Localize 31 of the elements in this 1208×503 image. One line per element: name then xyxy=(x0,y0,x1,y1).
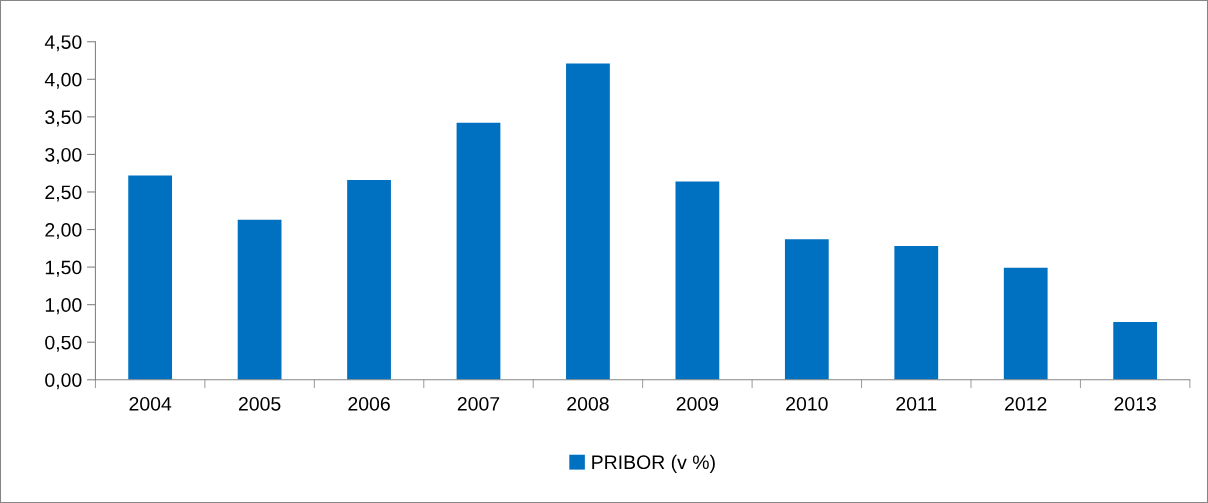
x-tick-label: 2006 xyxy=(348,396,390,411)
bar xyxy=(894,246,939,380)
x-tick-label: 2007 xyxy=(457,396,500,411)
y-tick-label: 1,50 xyxy=(45,260,82,277)
x-tick-label: 2005 xyxy=(238,396,281,411)
bar xyxy=(566,63,610,380)
x-tick-label: 2004 xyxy=(129,396,172,411)
y-tick-label: 1,00 xyxy=(45,298,82,315)
legend-label: PRIBOR (v %) xyxy=(592,454,715,473)
y-tick-label: 0,00 xyxy=(45,373,82,390)
bar xyxy=(1113,321,1158,380)
bar xyxy=(237,219,282,380)
bar xyxy=(456,122,501,380)
x-tick-label: 2012 xyxy=(1005,396,1047,411)
y-tick-label: 3,50 xyxy=(45,110,82,127)
x-tick-label: 2009 xyxy=(676,396,719,411)
x-tick-label: 2008 xyxy=(567,396,609,411)
bar xyxy=(347,179,391,380)
y-tick-label: 0,50 xyxy=(45,335,82,352)
y-tick-label: 3,00 xyxy=(45,147,82,164)
y-tick-label: 4,50 xyxy=(44,35,82,52)
bar xyxy=(1003,267,1048,380)
x-tick-label: 2010 xyxy=(786,396,828,411)
bar xyxy=(128,175,173,380)
bar xyxy=(675,181,720,380)
y-tick-label: 2,00 xyxy=(45,223,82,240)
y-tick-label: 4,00 xyxy=(44,72,82,89)
bar xyxy=(784,239,829,380)
x-tick-label: 2011 xyxy=(896,396,937,411)
y-tick-label: 2,50 xyxy=(45,185,82,202)
x-tick-label: 2013 xyxy=(1114,396,1156,411)
